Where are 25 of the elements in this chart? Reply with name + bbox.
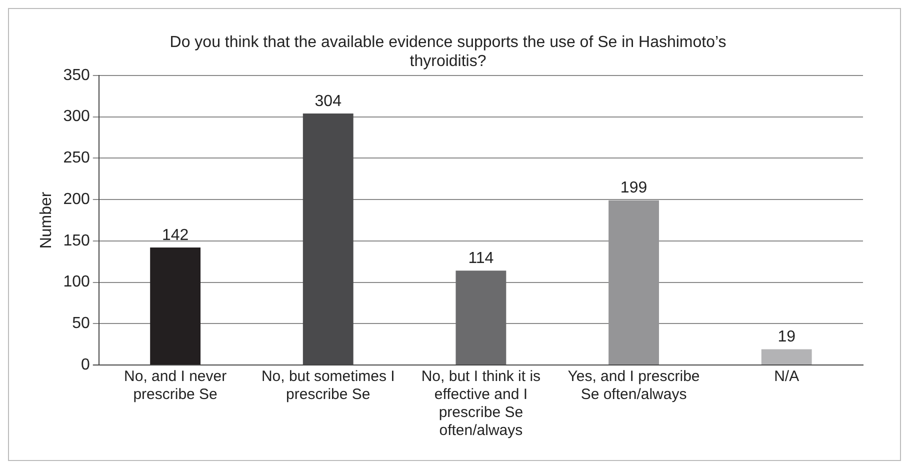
data-label: 19 <box>778 328 796 346</box>
x-tick-label: No, but sometimes I prescribe Se <box>261 368 395 404</box>
bar <box>761 349 812 364</box>
y-tick-label: 150 <box>63 232 90 250</box>
y-tick-label: 50 <box>72 315 90 332</box>
data-label: 199 <box>620 180 648 197</box>
bar <box>302 113 354 364</box>
chart-title: Do you think that the available evidence supports the use of Se in Hashimoto’s thyroiditis? <box>170 34 726 70</box>
bar <box>608 200 659 364</box>
y-axis-title: Number <box>38 191 56 249</box>
x-tick-label: N/A <box>774 368 800 386</box>
data-label: 142 <box>162 226 189 244</box>
y-tick-label: 300 <box>63 108 90 126</box>
x-tick-label: No, but I think it is effective and I prescribe Se often/always <box>421 368 541 440</box>
y-tick-label: 0 <box>80 356 90 374</box>
y-tick-label: 200 <box>63 190 90 208</box>
y-tick-label: 350 <box>63 66 90 84</box>
y-tick-label: 250 <box>63 150 90 167</box>
bar <box>456 270 506 364</box>
y-tick-label: 100 <box>63 274 90 291</box>
bar <box>150 248 201 364</box>
x-tick-label: Yes, and I prescribe Se often/always <box>568 368 700 404</box>
data-label: 304 <box>314 92 342 110</box>
data-label: 114 <box>468 250 494 268</box>
x-tick-label: No, and I never prescribe Se <box>124 368 227 404</box>
